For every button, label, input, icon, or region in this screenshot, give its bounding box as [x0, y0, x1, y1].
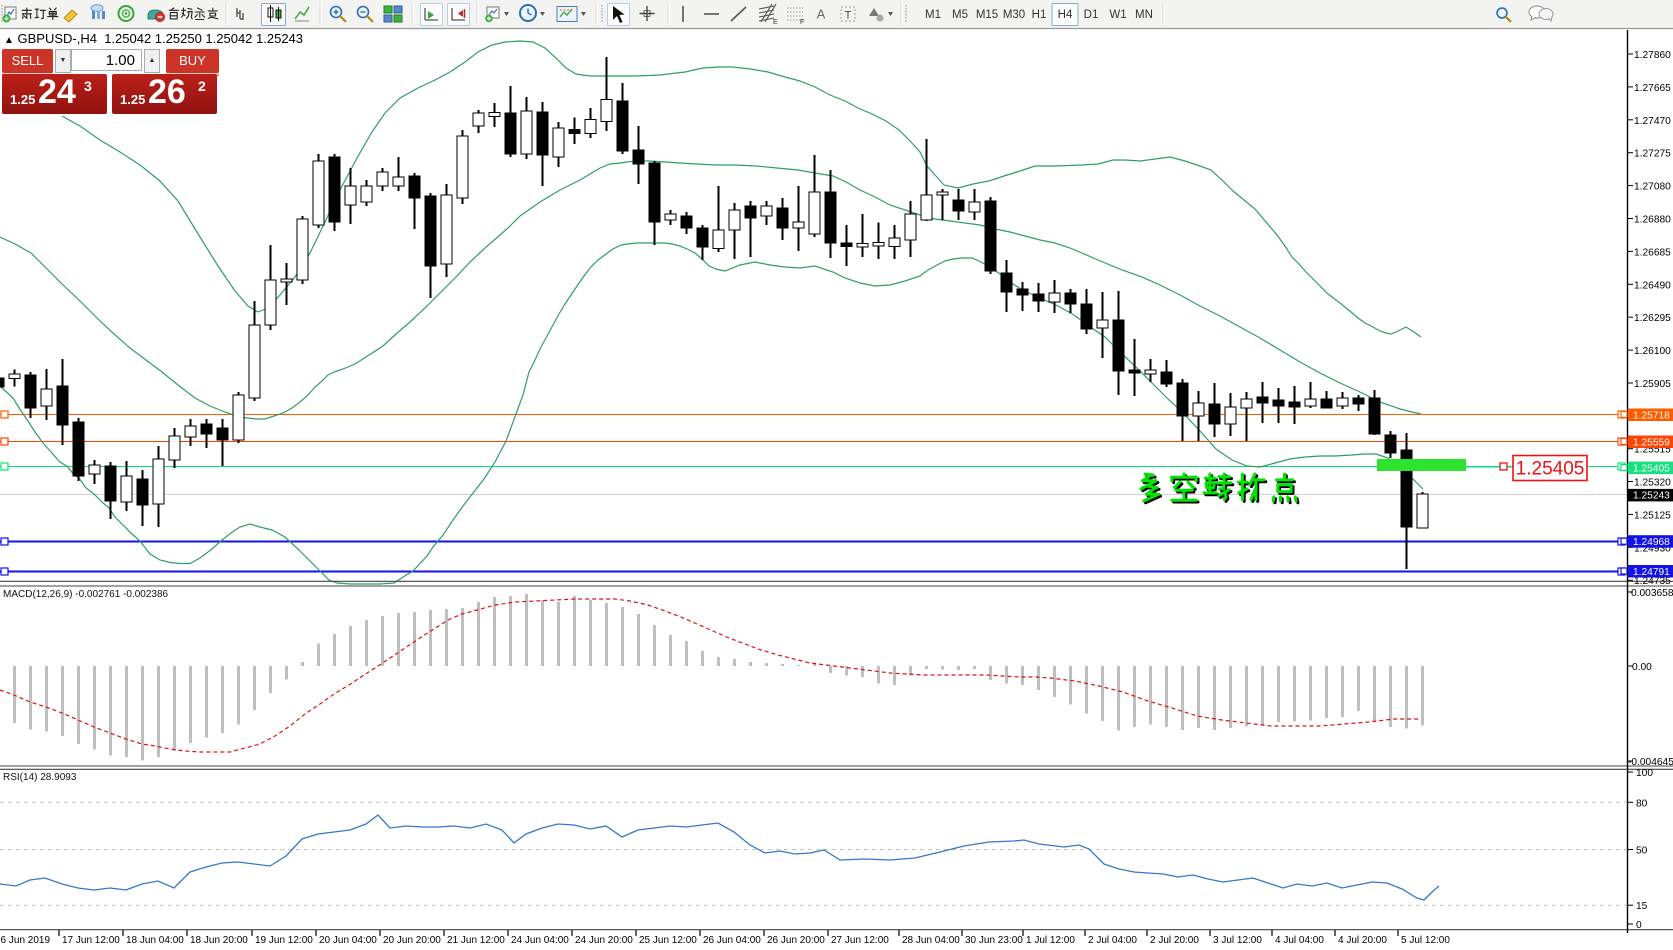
svg-text:1.25559: 1.25559	[1633, 437, 1670, 448]
svg-text:25 Jun 12:00: 25 Jun 12:00	[639, 935, 697, 946]
svg-text:24 Jun 04:00: 24 Jun 04:00	[511, 935, 569, 946]
svg-text:18 Jun 20:00: 18 Jun 20:00	[190, 935, 248, 946]
svg-text:1.25905: 1.25905	[1634, 379, 1671, 390]
svg-text:3 Jul 12:00: 3 Jul 12:00	[1213, 935, 1262, 946]
svg-text:1.24791: 1.24791	[1633, 567, 1670, 578]
svg-text:21 Jun 12:00: 21 Jun 12:00	[447, 935, 505, 946]
svg-text:1.27665: 1.27665	[1634, 83, 1671, 94]
svg-text:16 Jun 2019: 16 Jun 2019	[0, 935, 50, 946]
svg-text:1.25405: 1.25405	[1516, 459, 1585, 480]
svg-text:M15: M15	[976, 9, 998, 21]
svg-text:5 Jul 12:00: 5 Jul 12:00	[1401, 935, 1450, 946]
svg-text:80: 80	[1636, 798, 1648, 809]
svg-text:1.27080: 1.27080	[1634, 182, 1671, 193]
svg-text:1.25125: 1.25125	[1634, 510, 1671, 521]
svg-text:MN: MN	[1135, 9, 1153, 21]
svg-text:27 Jun 12:00: 27 Jun 12:00	[831, 935, 889, 946]
svg-text:W1: W1	[1109, 9, 1126, 21]
svg-text:100: 100	[1636, 768, 1653, 779]
svg-text:15: 15	[1636, 901, 1648, 912]
svg-text:F: F	[800, 19, 804, 26]
svg-text:1.24968: 1.24968	[1633, 537, 1670, 548]
svg-text:1.25320: 1.25320	[1634, 478, 1671, 489]
svg-text:0: 0	[1636, 920, 1642, 931]
svg-text:1.26295: 1.26295	[1634, 313, 1671, 324]
svg-text:30 Jun 23:00: 30 Jun 23:00	[965, 935, 1023, 946]
svg-text:26 Jun 04:00: 26 Jun 04:00	[703, 935, 761, 946]
svg-text:20 Jun 04:00: 20 Jun 04:00	[319, 935, 377, 946]
svg-text:4 Jul 20:00: 4 Jul 20:00	[1338, 935, 1387, 946]
svg-text:MACD(12,26,9) -0.002761 -0.002: MACD(12,26,9) -0.002761 -0.002386	[3, 589, 169, 600]
svg-text:24 Jun 20:00: 24 Jun 20:00	[575, 935, 633, 946]
svg-text:2 Jul 20:00: 2 Jul 20:00	[1150, 935, 1199, 946]
svg-text:H1: H1	[1032, 9, 1047, 21]
svg-text:1.25515: 1.25515	[1634, 445, 1671, 456]
svg-text:M30: M30	[1003, 9, 1025, 21]
svg-text:26 Jun 20:00: 26 Jun 20:00	[767, 935, 825, 946]
svg-text:A: A	[817, 7, 826, 22]
svg-text:0.003658: 0.003658	[1631, 588, 1673, 599]
svg-text:4 Jul 04:00: 4 Jul 04:00	[1275, 935, 1324, 946]
svg-text:M5: M5	[952, 9, 968, 21]
svg-text:1.24930: 1.24930	[1634, 543, 1671, 554]
svg-text:1.25405: 1.25405	[1633, 463, 1670, 474]
svg-text:19 Jun 12:00: 19 Jun 12:00	[255, 935, 313, 946]
svg-text:28 Jun 04:00: 28 Jun 04:00	[902, 935, 960, 946]
svg-text:0.00: 0.00	[1632, 662, 1652, 673]
svg-text:H4: H4	[1058, 9, 1073, 21]
svg-text:20 Jun 20:00: 20 Jun 20:00	[383, 935, 441, 946]
svg-text:M1: M1	[925, 9, 941, 21]
svg-text:1.26490: 1.26490	[1634, 280, 1671, 291]
svg-text:E: E	[773, 19, 778, 26]
svg-text:D1: D1	[1084, 9, 1099, 21]
svg-text:1.25718: 1.25718	[1633, 410, 1670, 421]
svg-text:1.26685: 1.26685	[1634, 247, 1671, 258]
svg-text:1.27275: 1.27275	[1634, 149, 1671, 160]
svg-text:-0.004645: -0.004645	[1628, 757, 1673, 768]
svg-text:1.26100: 1.26100	[1634, 346, 1671, 357]
svg-text:1.27860: 1.27860	[1634, 50, 1671, 61]
svg-text:1.24735: 1.24735	[1634, 576, 1671, 587]
svg-text:2 Jul 04:00: 2 Jul 04:00	[1088, 935, 1137, 946]
svg-text:1 Jul 12:00: 1 Jul 12:00	[1026, 935, 1075, 946]
svg-text:18 Jun 04:00: 18 Jun 04:00	[126, 935, 184, 946]
svg-text:RSI(14) 28.9093: RSI(14) 28.9093	[3, 772, 77, 783]
svg-text:1.25243: 1.25243	[1633, 491, 1670, 502]
svg-text:1.26880: 1.26880	[1634, 215, 1671, 226]
svg-text:17 Jun 12:00: 17 Jun 12:00	[62, 935, 120, 946]
svg-text:T: T	[845, 10, 852, 22]
svg-text:50: 50	[1636, 846, 1648, 857]
svg-text:1.27470: 1.27470	[1634, 116, 1671, 127]
